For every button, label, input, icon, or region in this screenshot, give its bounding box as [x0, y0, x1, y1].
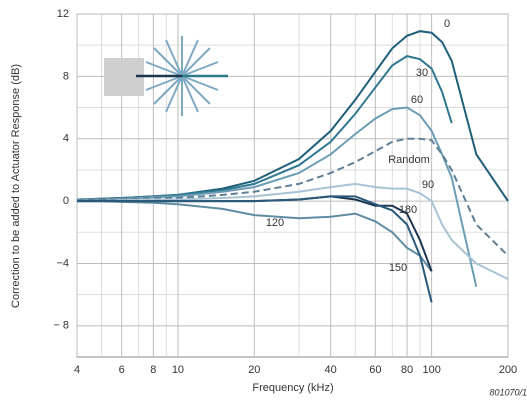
x-tick-label: 200 [499, 364, 517, 376]
series-label: 0 [444, 18, 450, 30]
y-axis-label: Correction to be added to Actuator Respo… [10, 64, 22, 308]
y-tick-label: 4 [63, 133, 69, 145]
series-label: 90 [422, 179, 434, 191]
series-label: 120 [266, 217, 284, 229]
x-tick-label: 40 [325, 364, 337, 376]
y-tick-label: −4 [56, 257, 69, 269]
footnote: 801070/1 [489, 387, 527, 397]
x-tick-label: 4 [74, 364, 80, 376]
inset-icon [104, 36, 228, 116]
x-tick-label: 10 [172, 364, 184, 376]
series-label: 60 [411, 94, 423, 106]
y-tick-label: 8 [63, 70, 69, 82]
series-line [77, 200, 433, 272]
y-tick-label: − 8 [53, 320, 69, 332]
x-tick-label: 80 [401, 364, 413, 376]
inset-arrows [145, 36, 219, 116]
series-label: 150 [389, 262, 407, 274]
x-tick-label: 100 [422, 364, 440, 376]
x-tick-label: 20 [248, 364, 260, 376]
series-line [77, 195, 433, 303]
series-line [77, 106, 478, 288]
y-tick-label: 0 [63, 195, 69, 207]
y-tick-label: 12 [57, 8, 69, 20]
series-label: 30 [416, 67, 428, 79]
x-axis-label: Frequency (kHz) [252, 382, 333, 394]
series-label: 180 [399, 204, 417, 216]
x-tick-label: 8 [150, 364, 156, 376]
x-tick-label: 60 [369, 364, 381, 376]
x-tick-label: 6 [119, 364, 125, 376]
series-label: Random [388, 154, 430, 166]
series-line [77, 182, 509, 280]
